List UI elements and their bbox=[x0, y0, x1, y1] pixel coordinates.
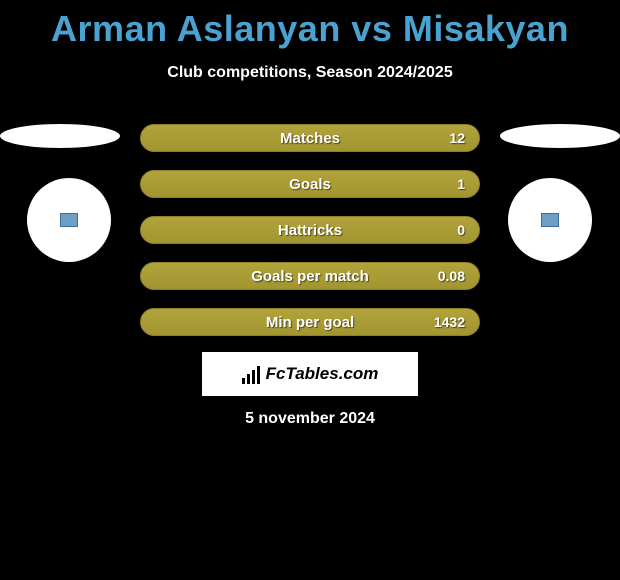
stat-label: Goals per match bbox=[251, 268, 369, 285]
player-left-oval bbox=[0, 124, 120, 148]
stat-row-goals-per-match: Goals per match 0.08 bbox=[140, 262, 480, 290]
player-right-oval bbox=[500, 124, 620, 148]
stat-value: 0 bbox=[457, 222, 465, 238]
brand-text: FcTables.com bbox=[266, 364, 379, 384]
stats-container: Matches 12 Goals 1 Hattricks 0 Goals per… bbox=[140, 124, 480, 354]
date-text: 5 november 2024 bbox=[0, 410, 620, 428]
stat-label: Min per goal bbox=[266, 314, 354, 331]
stat-row-goals: Goals 1 bbox=[140, 170, 480, 198]
stat-label: Goals bbox=[289, 176, 331, 193]
bar-chart-icon bbox=[242, 364, 260, 384]
stat-value: 1432 bbox=[434, 314, 465, 330]
player-left-avatar bbox=[27, 178, 111, 262]
stat-value: 0.08 bbox=[438, 268, 465, 284]
stat-value: 12 bbox=[449, 130, 465, 146]
avatar-placeholder-icon bbox=[541, 213, 559, 227]
subtitle: Club competitions, Season 2024/2025 bbox=[0, 64, 620, 82]
player-right-avatar bbox=[508, 178, 592, 262]
stat-row-min-per-goal: Min per goal 1432 bbox=[140, 308, 480, 336]
stat-label: Matches bbox=[280, 130, 340, 147]
stat-label: Hattricks bbox=[278, 222, 342, 239]
stat-row-hattricks: Hattricks 0 bbox=[140, 216, 480, 244]
brand-box[interactable]: FcTables.com bbox=[202, 352, 418, 396]
stat-value: 1 bbox=[457, 176, 465, 192]
page-title: Arman Aslanyan vs Misakyan bbox=[0, 0, 620, 50]
stat-row-matches: Matches 12 bbox=[140, 124, 480, 152]
avatar-placeholder-icon bbox=[60, 213, 78, 227]
